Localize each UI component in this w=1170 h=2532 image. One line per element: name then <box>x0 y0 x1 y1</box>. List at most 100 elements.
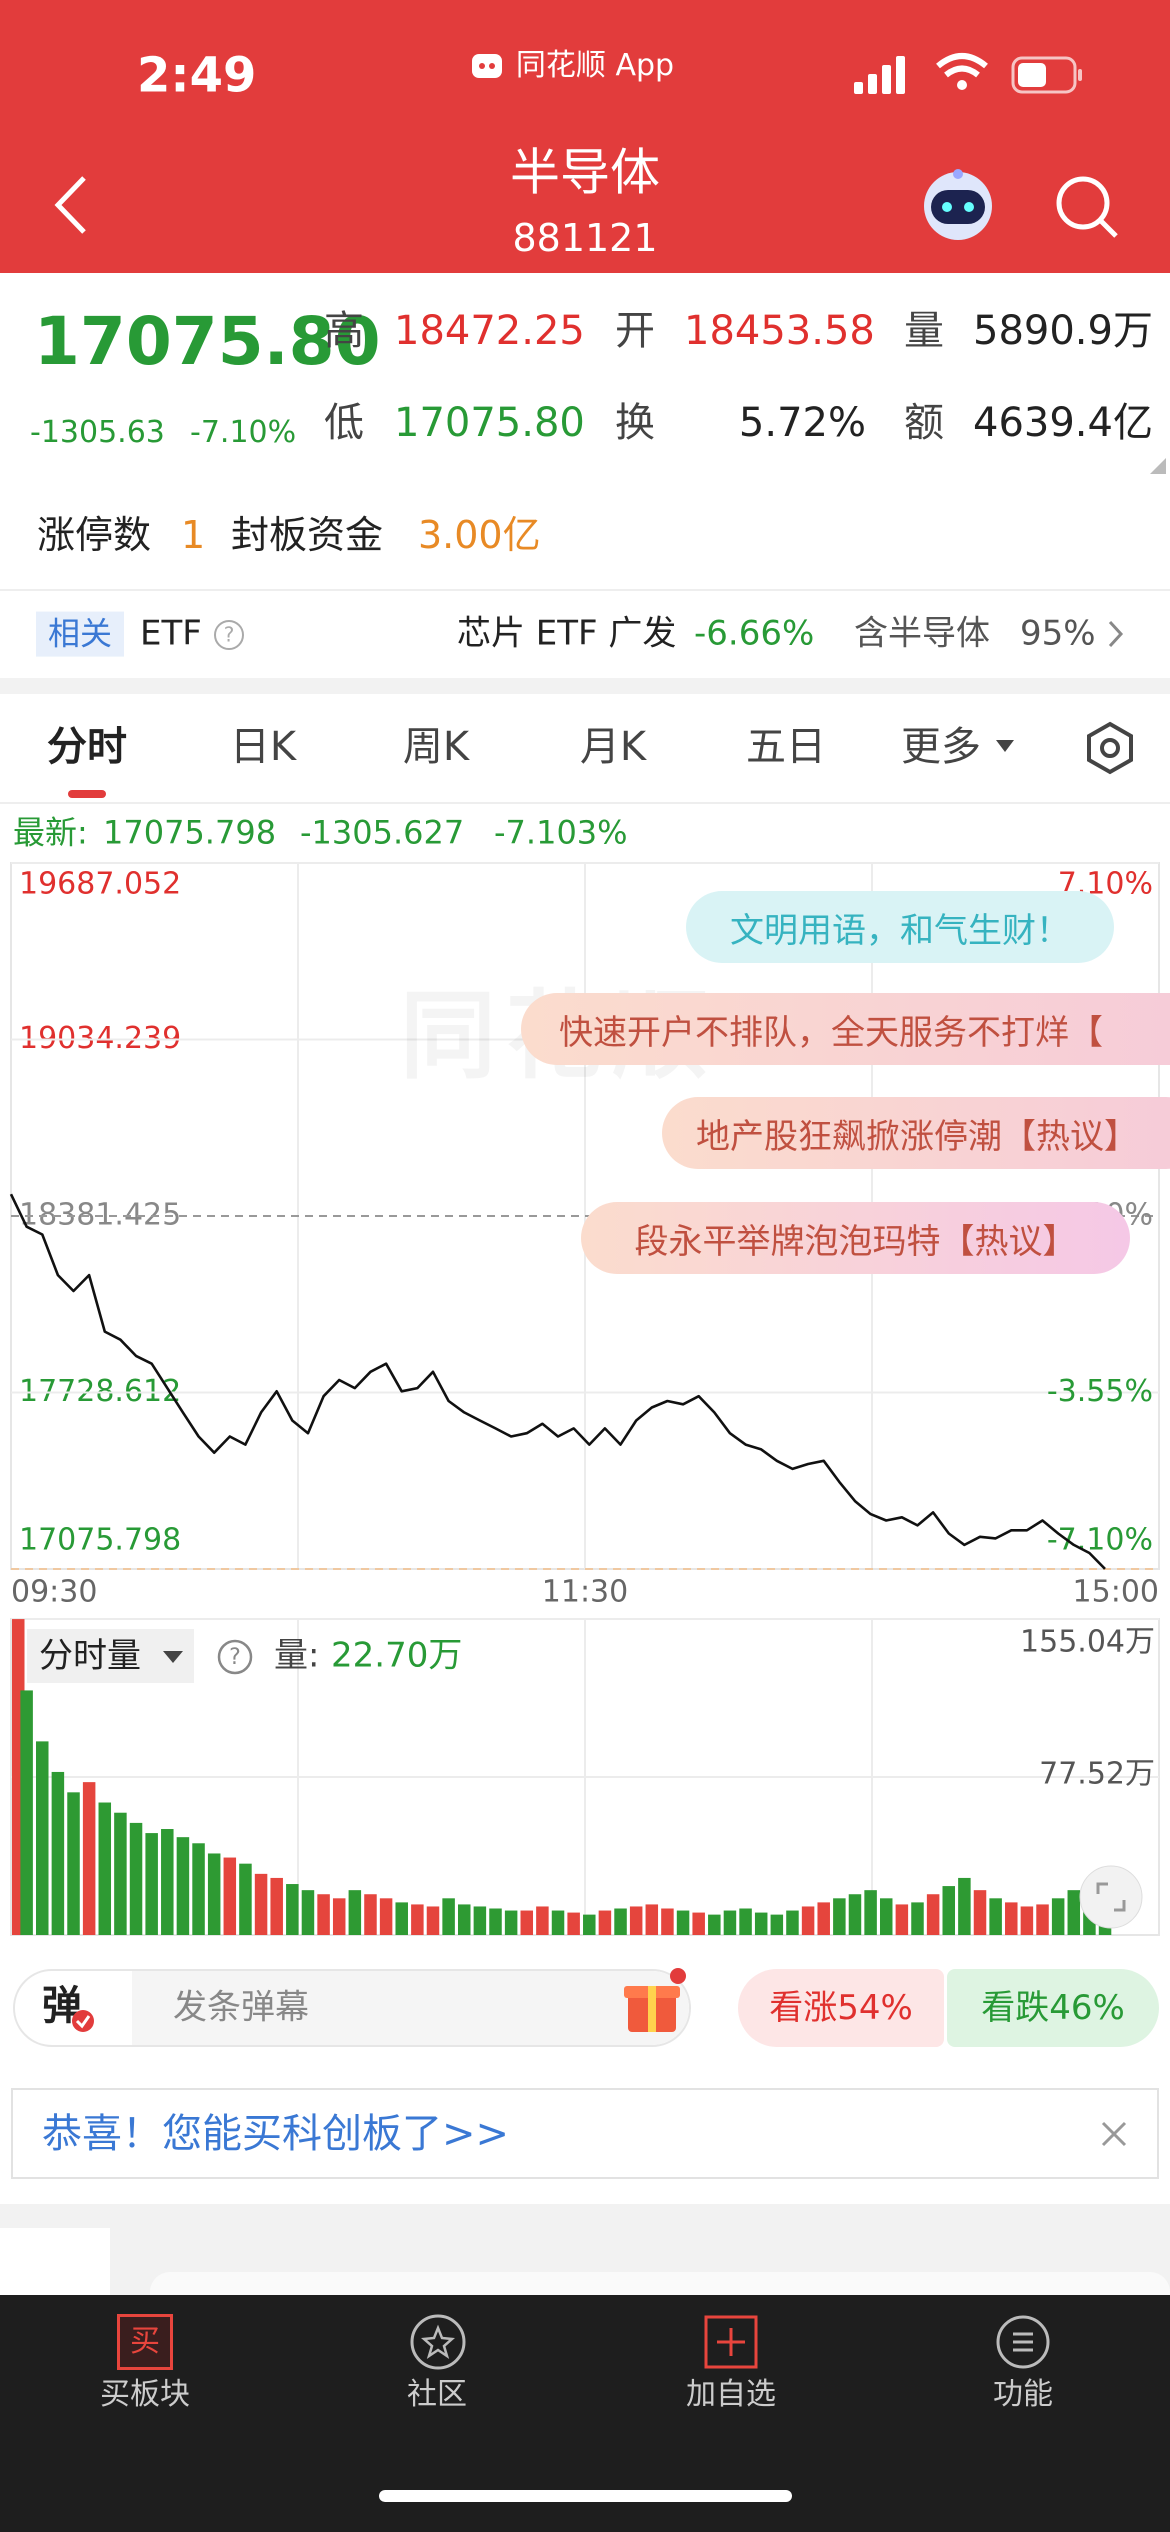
volume-bar <box>176 1837 190 1935</box>
volume-bar <box>739 1908 752 1935</box>
volume-bar <box>129 1822 143 1935</box>
volume-bar <box>348 1890 362 1935</box>
volume-bar <box>254 1873 268 1935</box>
volume-bar <box>36 1741 49 1935</box>
latest-change: -1305.627 <box>300 813 465 852</box>
card-edge <box>0 2228 110 2295</box>
volume-bar <box>676 1910 690 1935</box>
etf-name[interactable]: 芯片 ETF 广发 <box>457 613 677 654</box>
volume-bar <box>911 1902 924 1935</box>
volume-bar <box>161 1829 174 1935</box>
dropdown-arrow <box>163 1651 183 1663</box>
volume-bar <box>708 1914 721 1935</box>
stat-value: 5890.9万 <box>973 308 1153 354</box>
volume-bar <box>207 1853 221 1935</box>
tab[interactable]: 更多 <box>901 724 981 770</box>
volume-bar <box>67 1792 80 1935</box>
back-button[interactable] <box>48 172 92 238</box>
price-change-pct: -7.10% <box>190 414 297 450</box>
nav-icon[interactable]: 买 <box>117 2314 173 2370</box>
volume-bar <box>1067 1890 1081 1935</box>
price-line <box>9 1193 1106 1570</box>
stat-label: 换 <box>615 400 655 446</box>
x-tick-label: 15:00 <box>1073 1575 1159 1610</box>
volume-label: 量: <box>274 1635 320 1676</box>
volume-bar <box>192 1843 205 1935</box>
limit-up-count: 1 <box>181 513 206 558</box>
stat-label: 低 <box>324 400 364 446</box>
expand-corner[interactable] <box>1150 458 1166 474</box>
price-change: -1305.63 <box>30 414 165 450</box>
tab[interactable]: 日K <box>229 724 297 770</box>
page-title: 半导体 <box>510 143 660 202</box>
x-tick-label: 09:30 <box>11 1575 97 1610</box>
tab[interactable]: 周K <box>402 724 470 770</box>
help-icon[interactable]: ? <box>216 1638 254 1676</box>
stock-code: 881121 <box>512 216 658 261</box>
volume-bar <box>223 1857 237 1935</box>
bull-button[interactable]: 看涨54% <box>738 1969 944 2047</box>
y-tick-label: 155.04万 <box>1020 1625 1155 1660</box>
volume-bar <box>1036 1904 1049 1935</box>
divider <box>0 589 1170 591</box>
y-tick-label: 19687.052 <box>19 867 181 902</box>
volume-bar <box>848 1894 862 1935</box>
danmaku-bubble: 文明用语，和气生财！ <box>686 891 1114 963</box>
volume-bar <box>1051 1898 1065 1935</box>
search-button[interactable] <box>1052 172 1122 242</box>
stat-value: 17075.80 <box>394 400 585 446</box>
nav-label[interactable]: 功能 <box>993 2376 1053 2412</box>
help-icon[interactable]: ? <box>212 618 246 652</box>
tab[interactable]: 五日 <box>746 724 826 770</box>
volume-bar <box>473 1906 487 1935</box>
danmaku-input[interactable] <box>132 1971 689 2045</box>
nav-label[interactable]: 加自选 <box>686 2376 776 2412</box>
settings-icon[interactable] <box>1082 720 1138 776</box>
volume-bar <box>989 1898 1002 1935</box>
etf-holding-label: 含半导体 <box>854 613 990 654</box>
y-tick-label: 77.52万 <box>1039 1757 1155 1792</box>
y-tick-label: 17728.612 <box>19 1374 181 1409</box>
nav-icon[interactable] <box>995 2314 1051 2370</box>
volume-bar <box>239 1863 252 1935</box>
volume-bar <box>629 1906 643 1935</box>
volume-bar <box>301 1890 315 1935</box>
bear-button[interactable]: 看跌46% <box>947 1969 1159 2047</box>
volume-bar <box>20 1690 33 1935</box>
banner[interactable] <box>11 2088 1159 2179</box>
tab[interactable]: 分时 <box>47 724 127 770</box>
nav-icon[interactable] <box>703 2314 759 2370</box>
volume-selector[interactable]: 分时量 <box>27 1629 194 1683</box>
banner-text[interactable]: 恭喜！您能买科创板了>> <box>42 2111 510 2157</box>
volume-bar <box>895 1904 909 1935</box>
etf-holding: 95% <box>1020 613 1096 654</box>
volume-bar <box>692 1912 705 1935</box>
volume-bar <box>364 1894 377 1935</box>
status-app: 同花顺 App <box>515 47 675 83</box>
y-tick-label: 17075.798 <box>19 1523 181 1558</box>
danmaku-bubble: 地产股狂飙掀涨停潮【热议】 <box>662 1097 1170 1169</box>
tab-indicator <box>68 790 106 798</box>
danmaku-placeholder[interactable]: 发条弹幕 <box>173 1987 309 2028</box>
stat-label: 量 <box>904 308 944 354</box>
volume-bar <box>786 1910 799 1935</box>
fullscreen-button[interactable] <box>1078 1864 1144 1930</box>
latest-change-pct: -7.103% <box>494 813 628 852</box>
limit-up-label: 涨停数 <box>37 513 152 558</box>
volume-bar <box>411 1904 424 1935</box>
nav-label[interactable]: 买板块 <box>100 2376 190 2412</box>
stat-label: 开 <box>615 308 655 354</box>
stat-label: 高 <box>324 308 364 354</box>
robot-button[interactable] <box>917 168 999 244</box>
chevron[interactable] <box>1105 618 1127 650</box>
volume-bar <box>1005 1902 1018 1935</box>
banner-close[interactable] <box>1100 2120 1128 2148</box>
volume-bar <box>379 1898 393 1935</box>
nav-icon[interactable] <box>408 2312 468 2372</box>
tab[interactable]: 月K <box>579 724 647 770</box>
gift-icon[interactable] <box>618 1966 690 2038</box>
volume-bar <box>770 1914 784 1935</box>
nav-label[interactable]: 社区 <box>407 2376 467 2412</box>
etf-label: ETF <box>140 613 202 654</box>
danmaku-bubble: 快速开户不排队，全天服务不打烊【 <box>521 993 1170 1065</box>
